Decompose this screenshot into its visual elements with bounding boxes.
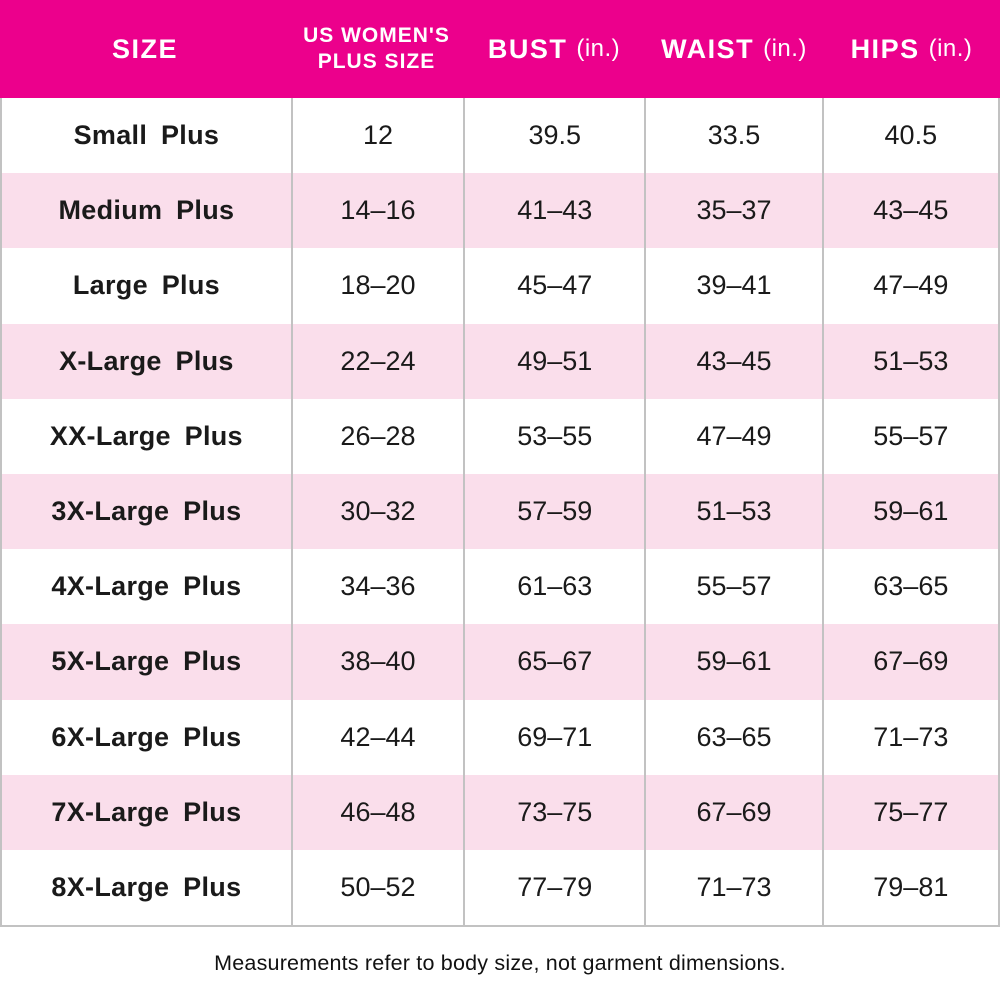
column-title-size: SIZE [111, 33, 178, 64]
cell-waist: 55–57 [644, 549, 821, 625]
cell-size: Large Plus [72, 270, 220, 301]
column-header-bust: BUST (in.) [463, 0, 645, 98]
cell-waist: 35–37 [644, 173, 821, 249]
cell-waist: 51–53 [644, 473, 821, 550]
cell-us-plus-size: 42–44 [290, 699, 463, 775]
table-body: Small Plus 12 39.5 33.5 40.5 Medium Plus 14–16… [0, 98, 1000, 927]
cell-hips: 43–45 [821, 173, 998, 249]
cell-size: 5X-Large Plus [51, 646, 242, 677]
cell-hips: 59–61 [821, 473, 998, 550]
table-row: Large Plus 18–20 45–47 39–41 47–49 [2, 248, 998, 324]
cell-waist: 63–65 [644, 699, 821, 775]
cell-waist: 71–73 [644, 849, 821, 926]
column-header-us-plus-size: US WOMEN'S PLUS SIZE [290, 0, 463, 98]
cell-hips: 75–77 [821, 774, 998, 850]
cell-waist: 43–45 [644, 323, 821, 399]
table-row: Medium Plus 14–16 41–43 35–37 43–45 [2, 173, 998, 249]
column-header-size: SIZE [0, 0, 290, 98]
cell-us-plus-size: 30–32 [290, 473, 463, 550]
cell-us-plus-size: 38–40 [290, 624, 463, 700]
cell-size: 7X-Large Plus [51, 796, 242, 827]
column-header-waist: WAIST (in.) [645, 0, 823, 98]
cell-size: 6X-Large Plus [51, 721, 242, 752]
cell-us-plus-size: 50–52 [290, 849, 463, 926]
column-header-hips: HIPS (in.) [823, 0, 1000, 98]
cell-us-plus-size: 46–48 [290, 774, 463, 850]
cell-size: 4X-Large Plus [51, 571, 242, 602]
cell-waist: 39–41 [644, 248, 821, 324]
cell-bust: 77–79 [463, 849, 644, 926]
cell-bust: 69–71 [463, 699, 644, 775]
cell-us-plus-size: 12 [290, 98, 463, 174]
table-row: 4X-Large Plus 34–36 61–63 55–57 63–65 [2, 549, 998, 625]
cell-bust: 65–67 [463, 624, 644, 700]
column-title-us-plus-size: US WOMEN'S PLUS SIZE [303, 24, 450, 73]
cell-waist: 59–61 [644, 624, 821, 700]
cell-hips: 51–53 [821, 323, 998, 399]
cell-hips: 63–65 [821, 549, 998, 625]
cell-us-plus-size: 26–28 [290, 398, 463, 474]
cell-bust: 73–75 [463, 774, 644, 850]
cell-size: 3X-Large Plus [51, 496, 242, 527]
table-row: Small Plus 12 39.5 33.5 40.5 [2, 98, 998, 174]
cell-waist: 33.5 [644, 98, 821, 174]
column-title-hips: HIPS [850, 33, 920, 64]
cell-bust: 45–47 [463, 248, 644, 324]
cell-size: X-Large Plus [59, 345, 234, 376]
table-footnote-area: Measurements refer to body size, not gar… [0, 927, 1000, 1000]
cell-bust: 49–51 [463, 323, 644, 399]
cell-hips: 40.5 [821, 98, 998, 174]
cell-size: Small Plus [73, 120, 220, 151]
column-title-bust: BUST [487, 33, 568, 64]
column-unit-waist: (in.) [763, 35, 807, 62]
table-row: 5X-Large Plus 38–40 65–67 59–61 67–69 [2, 624, 998, 700]
cell-size: XX-Large Plus [49, 420, 243, 451]
table-row: 6X-Large Plus 42–44 69–71 63–65 71–73 [2, 699, 998, 775]
cell-bust: 39.5 [463, 98, 644, 174]
cell-us-plus-size: 18–20 [290, 248, 463, 324]
table-row: 3X-Large Plus 30–32 57–59 51–53 59–61 [2, 473, 998, 550]
cell-us-plus-size: 22–24 [290, 323, 463, 399]
table-header: SIZE US WOMEN'S PLUS SIZE BUST (in.) WAI… [0, 0, 1000, 98]
cell-bust: 53–55 [463, 398, 644, 474]
cell-us-plus-size: 14–16 [290, 173, 463, 249]
cell-hips: 55–57 [821, 398, 998, 474]
cell-hips: 79–81 [821, 849, 998, 926]
cell-bust: 41–43 [463, 173, 644, 249]
table-row: 8X-Large Plus 50–52 77–79 71–73 79–81 [2, 849, 998, 926]
table-row: XX-Large Plus 26–28 53–55 47–49 55–57 [2, 398, 998, 474]
cell-size: 8X-Large Plus [51, 871, 242, 902]
cell-bust: 61–63 [463, 549, 644, 625]
cell-waist: 67–69 [644, 774, 821, 850]
cell-hips: 47–49 [821, 248, 998, 324]
cell-waist: 47–49 [644, 398, 821, 474]
cell-hips: 67–69 [821, 624, 998, 700]
column-unit-bust: (in.) [576, 35, 621, 62]
cell-bust: 57–59 [463, 473, 644, 550]
cell-size: Medium Plus [58, 195, 235, 226]
cell-us-plus-size: 34–36 [290, 549, 463, 625]
footnote-text: Measurements refer to body size, not gar… [214, 951, 786, 975]
table-row: X-Large Plus 22–24 49–51 43–45 51–53 [2, 323, 998, 399]
column-title-waist: WAIST [661, 33, 755, 64]
cell-hips: 71–73 [821, 699, 998, 775]
table-row: 7X-Large Plus 46–48 73–75 67–69 75–77 [2, 774, 998, 850]
column-unit-hips: (in.) [928, 35, 973, 62]
